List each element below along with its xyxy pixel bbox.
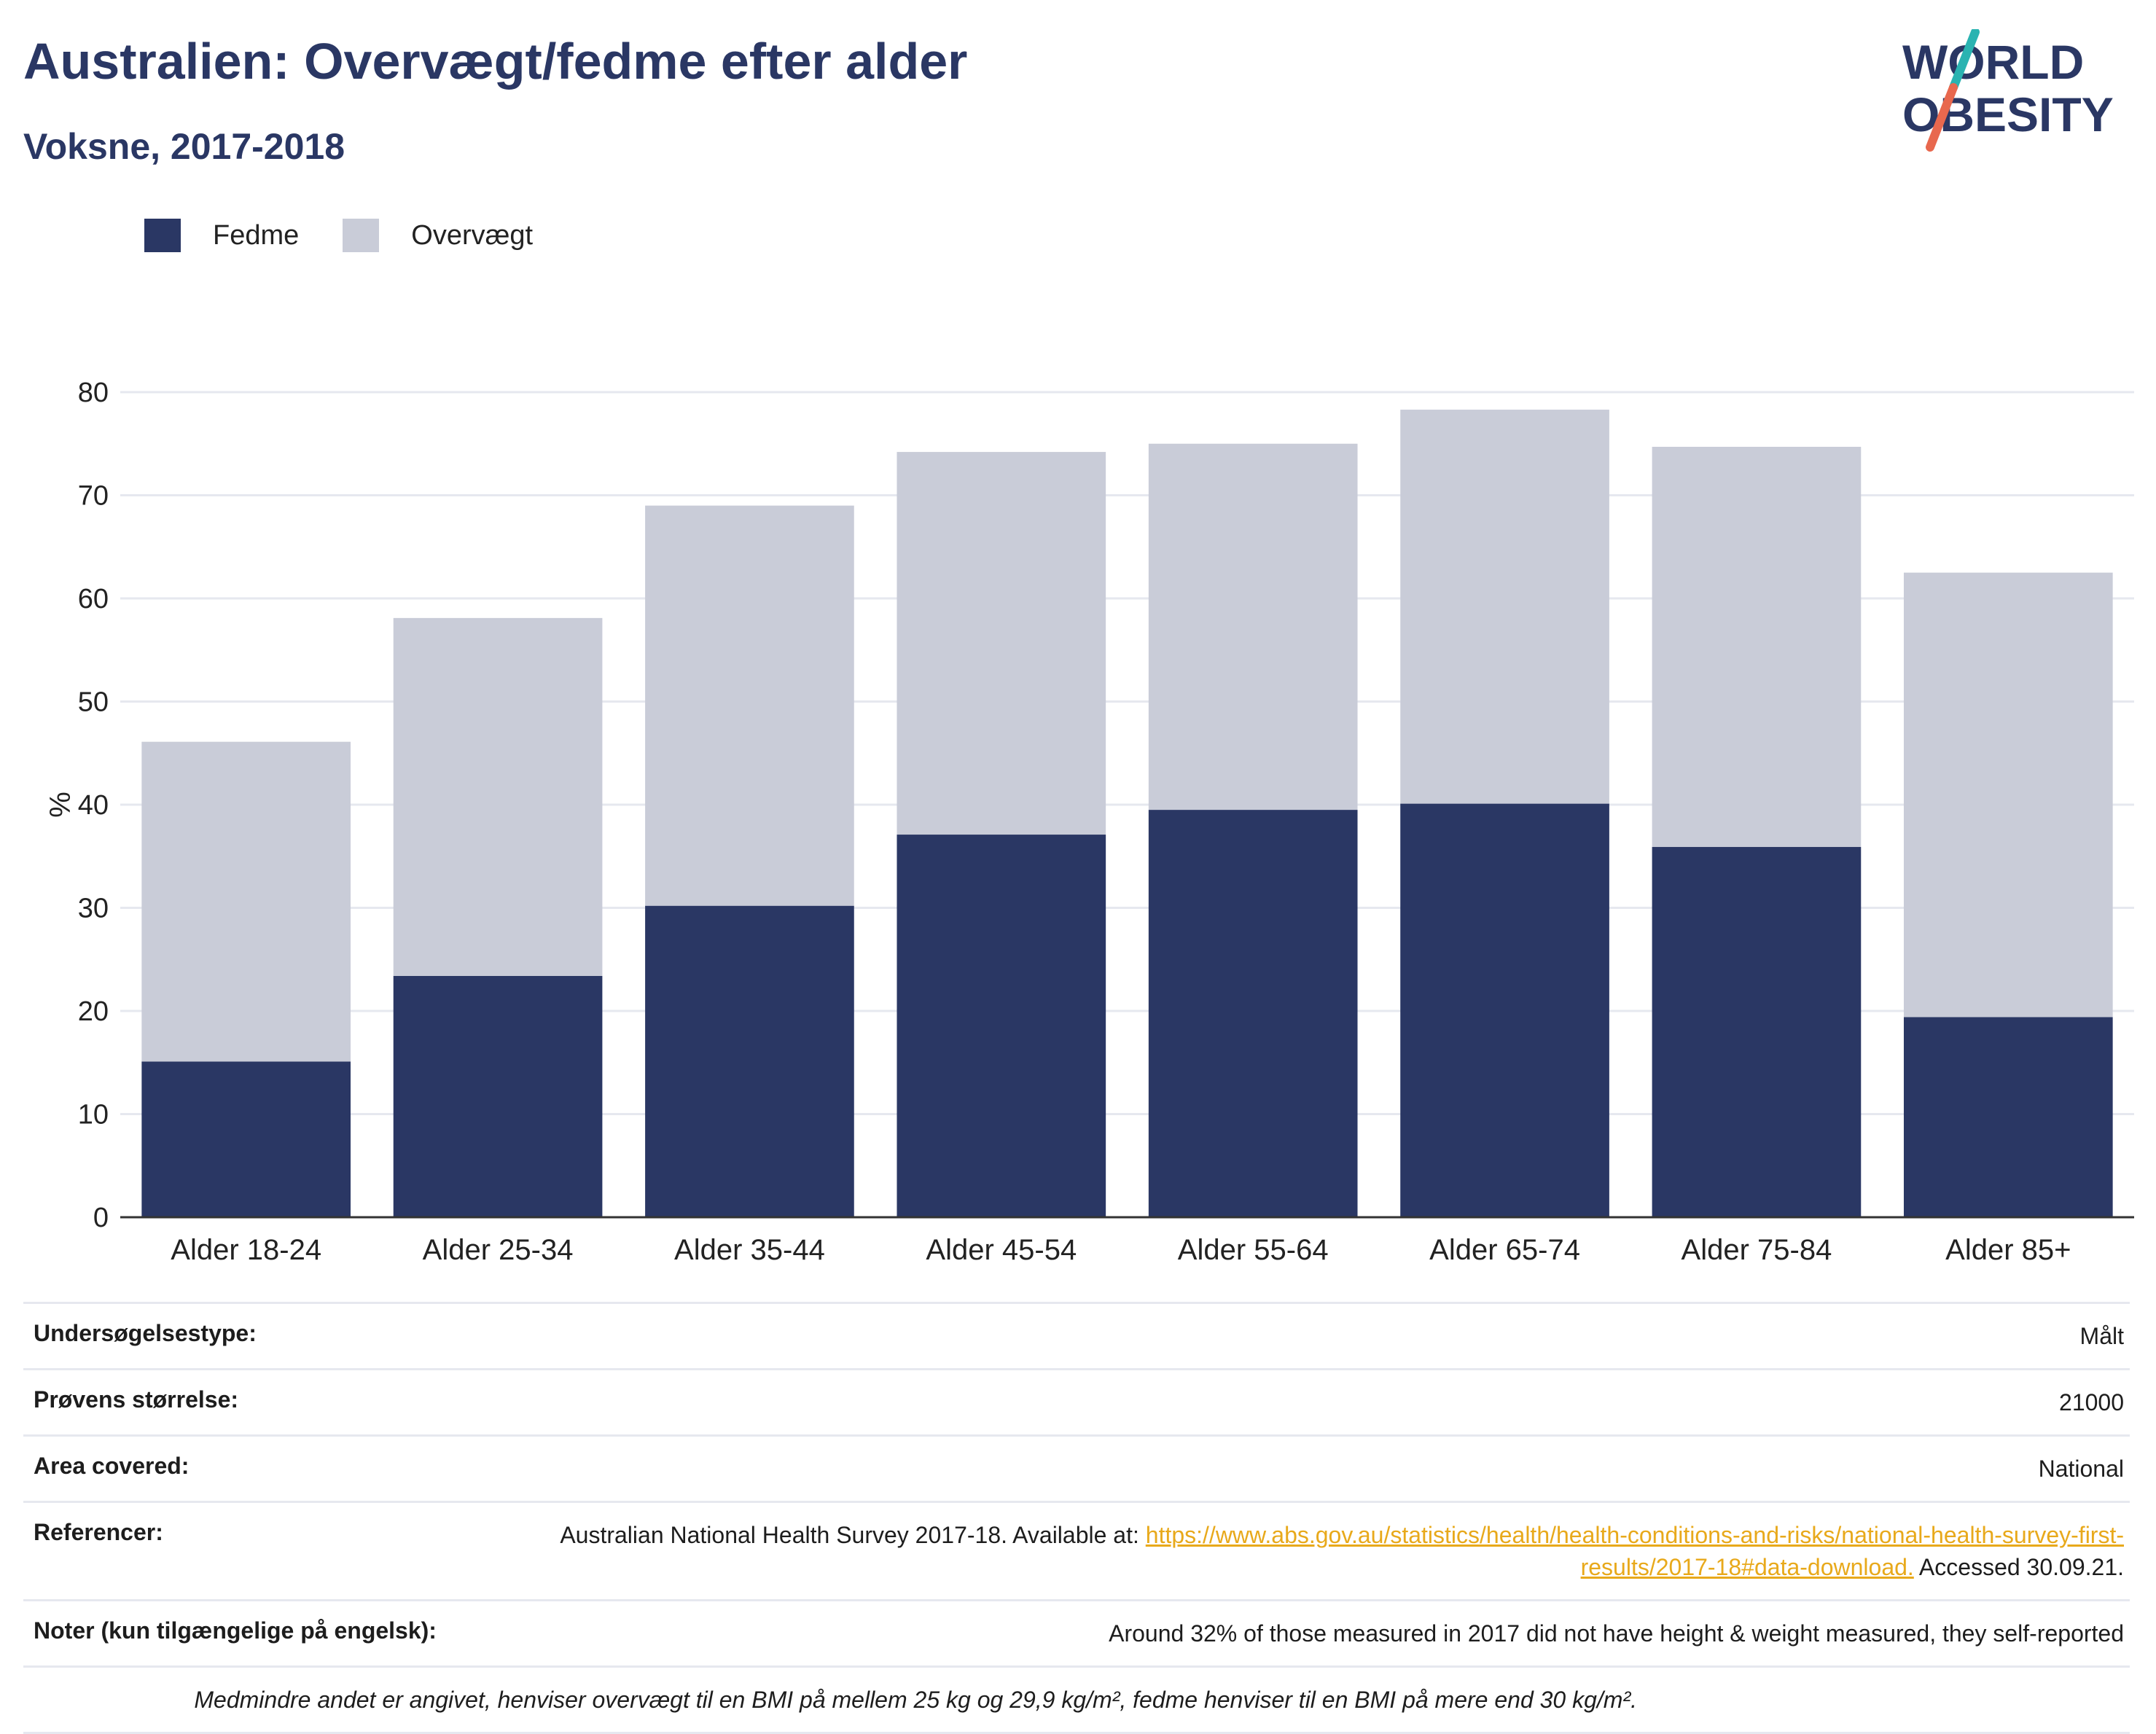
meta-value: Around 32% of those measured in 2017 did… (1109, 1620, 2124, 1647)
chart-subtitle: Voksne, 2017-2018 (23, 126, 345, 167)
chart-legend: Fedme Overvægt (144, 219, 577, 252)
bar-overvaegt[interactable] (393, 617, 603, 976)
bar-overvaegt[interactable] (1400, 410, 1609, 804)
meta-key: Prøvens størrelse: (34, 1386, 239, 1413)
x-tick-label: Alder 18-24 (171, 1234, 321, 1266)
world-obesity-logo: WORLD OBESITY (1902, 29, 2114, 152)
y-tick-label: 40 (78, 790, 109, 821)
meta-key: Undersøgelsestype: (34, 1320, 257, 1346)
bar-fedme[interactable] (1652, 847, 1862, 1217)
logo-slash-bottom (1926, 83, 1958, 152)
logo-slash-top (1949, 29, 1980, 92)
meta-key: Noter (kun tilgængelige på engelsk): (34, 1617, 437, 1644)
y-tick-label: 50 (78, 687, 109, 718)
bar-overvaegt[interactable] (1903, 572, 2113, 1018)
y-tick-label: 80 (78, 378, 109, 408)
meta-value: National (2038, 1456, 2124, 1482)
bar-fedme[interactable] (1903, 1017, 2113, 1217)
x-tick-label: Alder 45-54 (926, 1234, 1077, 1266)
meta-row-notes: Noter (kun tilgængelige på engelsk): Aro… (23, 1599, 2130, 1665)
meta-value: Målt (2079, 1323, 2124, 1349)
meta-key: Referencer: (34, 1519, 163, 1545)
bar-fedme[interactable] (141, 1061, 351, 1217)
y-tick-label: 60 (78, 584, 109, 614)
bar-overvaegt[interactable] (897, 452, 1106, 835)
legend-swatch-overvaegt (343, 219, 380, 252)
x-tick-label: Alder 55-64 (1178, 1234, 1329, 1266)
meta-value: Australian National Health Survey 2017-1… (520, 1519, 2124, 1583)
legend-item-overvaegt[interactable]: Overvægt (343, 219, 533, 252)
reference-suffix: Accessed 30.09.21. (1913, 1554, 2124, 1580)
y-tick-label: 20 (78, 996, 109, 1027)
chart-title: Australien: Overvægt/fedme efter alder (23, 33, 968, 90)
legend-label-fedme: Fedme (213, 219, 300, 251)
stacked-bar-chart: 0 10 20 30 40 50 60 70 80% Alder 18-24 Alder 25-34… (43, 378, 2134, 1266)
meta-row-references: Referencer: Australian National Health S… (23, 1501, 2130, 1599)
reference-link[interactable]: https://www.abs.gov.au/statistics/health… (1145, 1522, 2124, 1580)
y-axis-label: % (43, 792, 75, 818)
legend-item-fedme[interactable]: Fedme (144, 219, 299, 252)
meta-value: 21000 (2059, 1389, 2124, 1415)
meta-row-area: Area covered: National (23, 1434, 2130, 1501)
bar-overvaegt[interactable] (1652, 446, 1862, 848)
y-tick-label: 10 (78, 1100, 109, 1130)
y-tick-label: 70 (78, 481, 109, 512)
legend-swatch-fedme (144, 219, 181, 252)
legend-label-overvaegt: Overvægt (411, 219, 534, 251)
x-tick-label: Alder 85+ (1945, 1234, 2071, 1266)
bar-overvaegt[interactable] (645, 505, 854, 906)
meta-row-survey-type: Undersøgelsestype: Målt (23, 1302, 2130, 1368)
x-tick-label: Alder 35-44 (674, 1234, 825, 1266)
bar-fedme[interactable] (393, 975, 603, 1217)
reference-prefix: Australian National Health Survey 2017-1… (560, 1522, 1146, 1548)
x-tick-label: Alder 25-34 (423, 1234, 574, 1266)
bar-fedme[interactable] (1400, 803, 1609, 1217)
x-tick-label: Alder 65-74 (1429, 1234, 1580, 1266)
bar-fedme[interactable] (1148, 810, 1358, 1217)
bar-overvaegt[interactable] (1148, 443, 1358, 811)
meta-row-sample-size: Prøvens størrelse: 21000 (23, 1368, 2130, 1434)
meta-row-footnote: Medmindre andet er angivet, henviser ove… (23, 1665, 2130, 1734)
bar-overvaegt[interactable] (141, 741, 351, 1062)
bar-fedme[interactable] (645, 905, 854, 1217)
y-tick-label: 0 (93, 1203, 109, 1233)
x-tick-label: Alder 75-84 (1682, 1234, 1832, 1266)
bar-fedme[interactable] (897, 835, 1106, 1217)
footnote: Medmindre andet er angivet, henviser ove… (194, 1687, 1637, 1713)
logo-line1: WORLD (1902, 35, 2084, 89)
y-tick-label: 30 (78, 894, 109, 924)
metadata-table: Undersøgelsestype: Målt Prøvens størrels… (23, 1302, 2130, 1734)
meta-key: Area covered: (34, 1453, 190, 1479)
